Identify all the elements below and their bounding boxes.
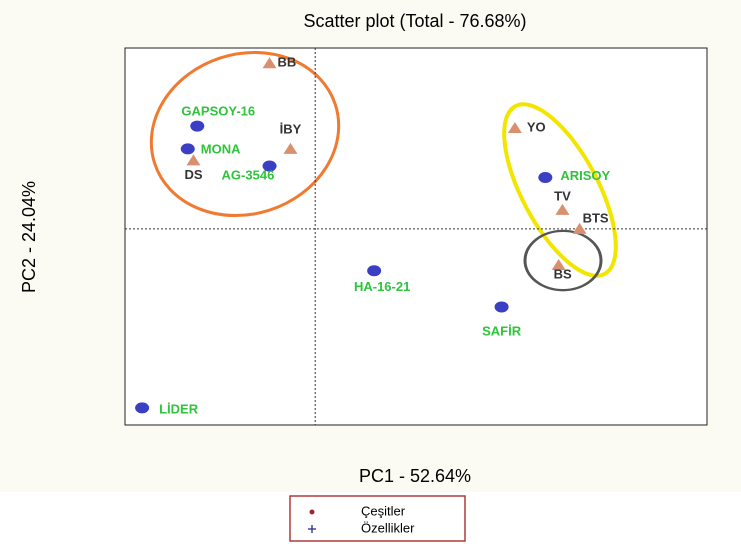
group-ellipse	[149, 50, 341, 218]
point	[262, 160, 277, 172]
group-ellipse	[502, 102, 618, 278]
point-label: BS	[554, 266, 572, 281]
point	[367, 265, 382, 277]
point	[494, 301, 509, 313]
group-circle	[523, 229, 603, 292]
point	[551, 259, 566, 271]
point-label: MONA	[201, 141, 241, 156]
point	[538, 171, 553, 183]
point-label: İBY	[280, 121, 302, 136]
chart-title: Scatter plot (Total - 76.68%)	[303, 11, 526, 31]
point-label: DS	[184, 167, 202, 182]
point-label: HA-16-21	[354, 279, 410, 294]
legend-marker	[309, 509, 315, 515]
point	[283, 142, 298, 154]
point	[262, 57, 277, 69]
legend-label: Çeşitler	[361, 503, 406, 518]
point-label: BTS	[583, 210, 609, 225]
point	[186, 154, 201, 166]
point-label: GAPSOY-16	[181, 104, 255, 119]
point-label: TV	[554, 188, 571, 203]
point	[572, 222, 587, 234]
plot-area	[124, 47, 708, 426]
point-label: SAFİR	[482, 323, 522, 338]
point	[135, 402, 150, 414]
point	[180, 143, 195, 155]
point	[555, 203, 570, 215]
x-axis-label: PC1 - 52.64%	[359, 466, 471, 486]
point	[507, 121, 522, 133]
point-label: ARISOY	[560, 168, 610, 183]
legend-label: Özellikler	[361, 520, 415, 535]
point-label: YO	[527, 119, 546, 134]
y-axis-label: PC2 - 24.04%	[19, 181, 39, 293]
point	[190, 120, 205, 132]
point-label: LİDER	[159, 401, 199, 416]
legend-box	[289, 495, 466, 542]
point-label: BB	[278, 55, 297, 70]
point-label: AG-3546	[222, 167, 275, 182]
